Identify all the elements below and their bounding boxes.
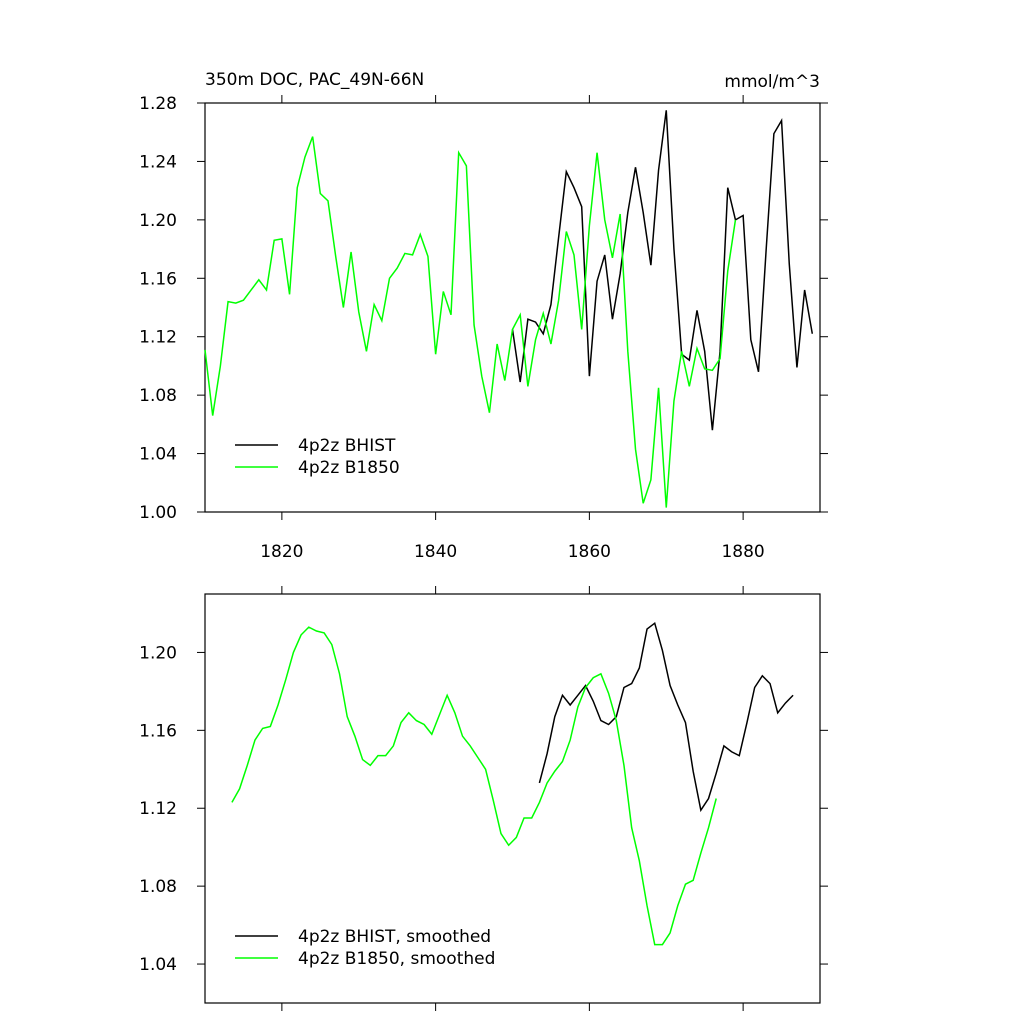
legend-label: 4p2z BHIST, smoothed (298, 927, 491, 947)
y-tick-label: 1.08 (139, 386, 177, 406)
legend-label: 4p2z B1850, smoothed (298, 949, 495, 969)
units-label: mmol/m^3 (724, 72, 820, 92)
chart-title: 350m DOC, PAC_49N-66N (205, 70, 424, 90)
legend-label: 4p2z BHIST (298, 436, 396, 456)
y-tick-label: 1.20 (139, 643, 177, 663)
y-tick-label: 1.12 (139, 328, 177, 348)
x-tick-label: 1840 (414, 542, 457, 562)
x-tick-label: 1820 (260, 542, 303, 562)
plot-frame (204, 102, 821, 513)
y-tick-label: 1.12 (139, 799, 177, 819)
data-line (538, 621, 794, 813)
data-line (231, 626, 717, 946)
y-tick-label: 1.16 (139, 721, 177, 741)
y-tick-label: 1.20 (139, 211, 177, 231)
y-tick-label: 1.08 (139, 877, 177, 897)
plot-frame (204, 593, 821, 1004)
x-tick-label: 1880 (721, 542, 764, 562)
data-line (204, 136, 737, 508)
y-tick-label: 1.00 (139, 503, 177, 523)
data-line (511, 110, 814, 431)
y-tick-label: 1.04 (139, 955, 177, 975)
y-tick-label: 1.04 (139, 445, 177, 465)
y-tick-label: 1.16 (139, 269, 177, 289)
legend-label: 4p2z B1850 (298, 458, 400, 478)
x-tick-label: 1860 (568, 542, 611, 562)
y-tick-label: 1.24 (139, 152, 177, 172)
y-tick-label: 1.28 (139, 94, 177, 114)
